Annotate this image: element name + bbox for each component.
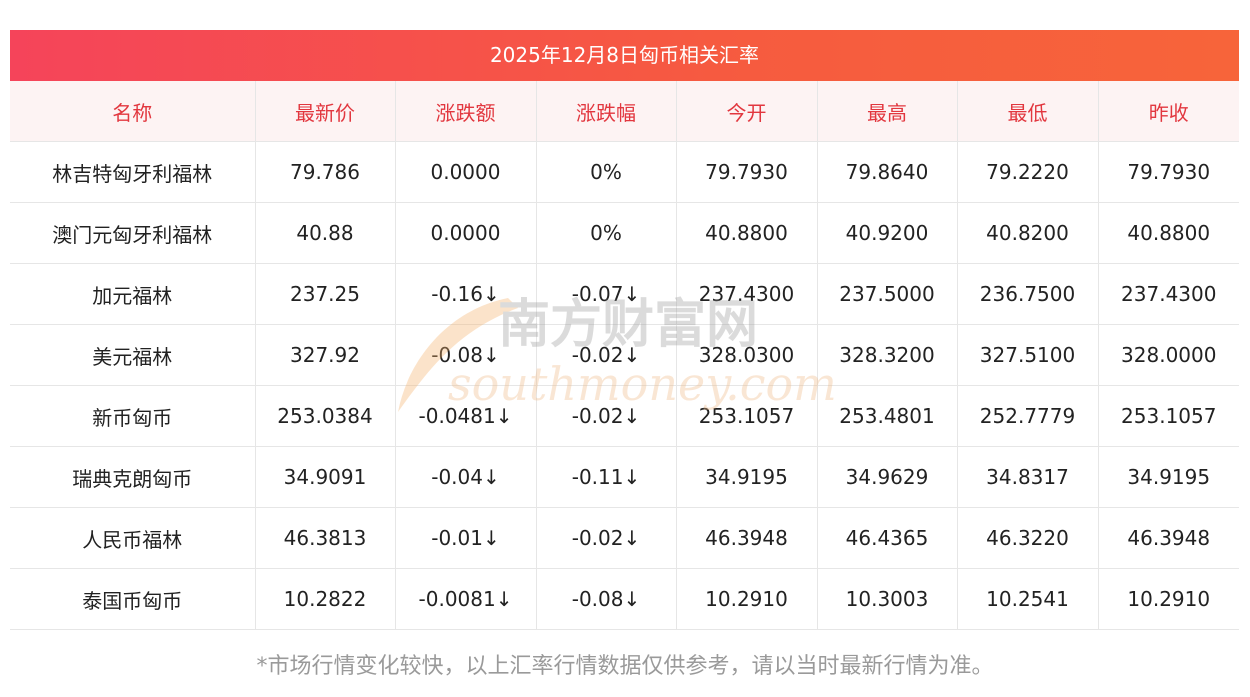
cell-open: 79.7930 [676,141,818,203]
cell-high: 253.4801 [817,385,958,447]
exchange-rate-table: 名称 最新价 涨跌额 涨跌幅 今开 最高 最低 昨收 林吉特匈牙利福林 79.7… [10,81,1239,630]
cell-high: 237.5000 [817,263,958,325]
cell-change: -0.16↓ [395,263,537,325]
cell-high: 46.4365 [817,507,958,569]
cell-name: 泰国币匈币 [10,568,256,630]
col-header-change: 涨跌额 [395,81,537,142]
cell-prev-close: 328.0000 [1098,324,1239,386]
cell-change-pct: -0.02↓ [536,507,677,569]
cell-latest: 237.25 [255,263,396,325]
cell-change: -0.08↓ [395,324,537,386]
cell-change-pct: -0.02↓ [536,324,677,386]
cell-open: 34.9195 [676,446,818,508]
cell-change-pct: -0.07↓ [536,263,677,325]
cell-low: 46.3220 [957,507,1099,569]
col-header-high: 最高 [817,81,958,142]
cell-open: 237.4300 [676,263,818,325]
cell-low: 79.2220 [957,141,1099,203]
col-header-name: 名称 [10,81,256,142]
disclaimer-footnote: *市场行情变化较快，以上汇率行情数据仅供参考，请以当时最新行情为准。 [256,654,994,679]
col-header-low: 最低 [957,81,1099,142]
cell-change: -0.0081↓ [395,568,537,630]
cell-change-pct: -0.08↓ [536,568,677,630]
table-row: 人民币福林 46.3813 -0.01↓ -0.02↓ 46.3948 46.4… [10,507,1239,569]
cell-prev-close: 46.3948 [1098,507,1239,569]
col-header-latest: 最新价 [255,81,396,142]
cell-high: 34.9629 [817,446,958,508]
table-row: 瑞典克朗匈币 34.9091 -0.04↓ -0.11↓ 34.9195 34.… [10,446,1239,508]
cell-prev-close: 237.4300 [1098,263,1239,325]
table-title: 2025年12月8日匈币相关汇率 [10,30,1239,81]
cell-high: 328.3200 [817,324,958,386]
cell-low: 40.8200 [957,202,1099,264]
col-header-change-pct: 涨跌幅 [536,81,677,142]
cell-change: -0.01↓ [395,507,537,569]
cell-high: 40.9200 [817,202,958,264]
cell-low: 34.8317 [957,446,1099,508]
cell-low: 236.7500 [957,263,1099,325]
cell-high: 10.3003 [817,568,958,630]
cell-latest: 10.2822 [255,568,396,630]
cell-high: 79.8640 [817,141,958,203]
cell-name: 加元福林 [10,263,256,325]
table-row: 澳门元匈牙利福林 40.88 0.0000 0% 40.8800 40.9200… [10,202,1239,264]
cell-low: 252.7779 [957,385,1099,447]
cell-change: 0.0000 [395,141,537,203]
col-header-prev-close: 昨收 [1098,81,1239,142]
cell-change-pct: -0.11↓ [536,446,677,508]
cell-change-pct: 0% [536,202,677,264]
cell-prev-close: 10.2910 [1098,568,1239,630]
cell-prev-close: 40.8800 [1098,202,1239,264]
cell-latest: 79.786 [255,141,396,203]
cell-low: 327.5100 [957,324,1099,386]
cell-open: 328.0300 [676,324,818,386]
cell-name: 林吉特匈牙利福林 [10,141,256,203]
cell-change: -0.04↓ [395,446,537,508]
cell-open: 40.8800 [676,202,818,264]
cell-open: 10.2910 [676,568,818,630]
cell-latest: 253.0384 [255,385,396,447]
table-row: 加元福林 237.25 -0.16↓ -0.07↓ 237.4300 237.5… [10,263,1239,325]
table-row: 美元福林 327.92 -0.08↓ -0.02↓ 328.0300 328.3… [10,324,1239,386]
cell-low: 10.2541 [957,568,1099,630]
cell-open: 46.3948 [676,507,818,569]
cell-latest: 40.88 [255,202,396,264]
cell-open: 253.1057 [676,385,818,447]
table-row: 林吉特匈牙利福林 79.786 0.0000 0% 79.7930 79.864… [10,141,1239,203]
cell-name: 人民币福林 [10,507,256,569]
header-row: 名称 最新价 涨跌额 涨跌幅 今开 最高 最低 昨收 [10,81,1239,142]
cell-prev-close: 79.7930 [1098,141,1239,203]
col-header-open: 今开 [676,81,818,142]
table-row: 新币匈币 253.0384 -0.0481↓ -0.02↓ 253.1057 2… [10,385,1239,447]
cell-name: 美元福林 [10,324,256,386]
cell-change-pct: 0% [536,141,677,203]
cell-prev-close: 253.1057 [1098,385,1239,447]
cell-latest: 46.3813 [255,507,396,569]
cell-latest: 34.9091 [255,446,396,508]
cell-name: 新币匈币 [10,385,256,447]
cell-latest: 327.92 [255,324,396,386]
cell-change: 0.0000 [395,202,537,264]
cell-name: 澳门元匈牙利福林 [10,202,256,264]
cell-change: -0.0481↓ [395,385,537,447]
cell-change-pct: -0.02↓ [536,385,677,447]
cell-name: 瑞典克朗匈币 [10,446,256,508]
cell-prev-close: 34.9195 [1098,446,1239,508]
table-row: 泰国币匈币 10.2822 -0.0081↓ -0.08↓ 10.2910 10… [10,568,1239,630]
